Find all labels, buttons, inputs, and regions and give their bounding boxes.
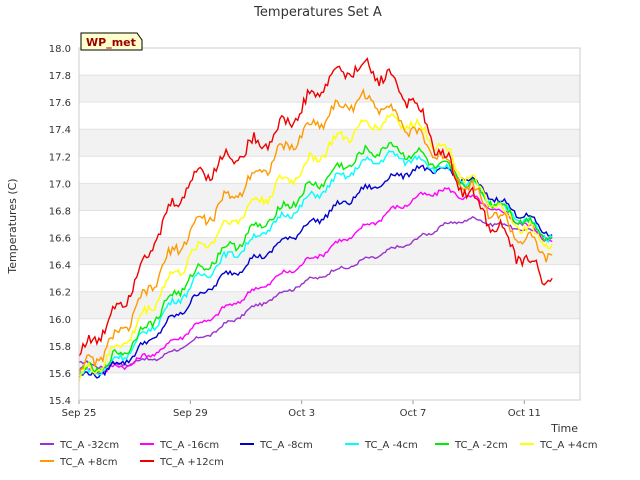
series-line [78, 87, 553, 376]
annotation-label: WP_met [86, 36, 136, 49]
x-tick-label: Sep 25 [62, 408, 97, 419]
y-tick-label: 17.4 [49, 125, 71, 136]
x-tick-label: Oct 11 [508, 408, 541, 419]
x-tick-label: Sep 29 [173, 408, 208, 419]
grid-band [79, 237, 580, 265]
plot-frame [78, 47, 581, 401]
wp-met-annotation: WP_met [80, 32, 143, 51]
legend-label: TC_A -4cm [364, 440, 418, 451]
legend-label: TC_A -8cm [259, 440, 313, 451]
series-line [78, 215, 553, 370]
legend-label: TC_A -16cm [159, 440, 219, 451]
y-tick-label: 17.2 [49, 152, 71, 163]
grid-band [79, 291, 580, 319]
series-line [78, 57, 553, 357]
y-tick-label: 16.6 [49, 234, 71, 245]
grid-band [79, 345, 580, 373]
series-line [78, 113, 553, 383]
y-tick-label: 17.8 [49, 71, 71, 82]
legend-label: TC_A +8cm [59, 457, 118, 468]
y-tick-label: 15.8 [49, 342, 71, 353]
y-axis-label: Temperatures (C) [6, 178, 19, 274]
y-tick-label: 15.6 [49, 369, 71, 380]
legend-label: TC_A +12cm [159, 457, 224, 468]
x-axis-label: Time [550, 422, 578, 435]
y-tick-label: 17.6 [49, 98, 71, 109]
legend-label: TC_A +4cm [539, 440, 598, 451]
legend-label: TC_A -2cm [454, 440, 508, 451]
y-tick-label: 16.8 [49, 206, 71, 217]
x-axis-ticks: Sep 25 Sep 29 Oct 3 Oct 7 Oct 11 [62, 400, 541, 419]
series-line [78, 141, 553, 375]
legend: TC_A -32cm TC_A -16cm TC_A -8cm TC_A -4cm TC… [40, 440, 598, 468]
y-tick-label: 16.4 [49, 261, 71, 272]
legend-label: TC_A -32cm [59, 440, 119, 451]
annotation-box [80, 32, 143, 51]
y-tick-label: 16.0 [49, 315, 71, 326]
series-lines [78, 57, 553, 383]
chart-title: Temperatures Set A [253, 5, 382, 20]
y-tick-label: 17.0 [49, 179, 71, 190]
y-tick-label: 16.2 [49, 288, 71, 299]
grid-bands [79, 74, 580, 401]
series-line [78, 187, 553, 375]
y-axis-ticks: 15.4 15.6 15.8 16.0 16.2 16.4 16.6 16.8 17.0 17.2… [49, 44, 71, 407]
series-line [78, 164, 553, 380]
y-tick-label: 18.0 [49, 44, 71, 55]
y-tick-label: 15.4 [49, 396, 71, 407]
x-tick-label: Oct 3 [288, 408, 315, 419]
x-tick-label: Oct 7 [400, 408, 427, 419]
